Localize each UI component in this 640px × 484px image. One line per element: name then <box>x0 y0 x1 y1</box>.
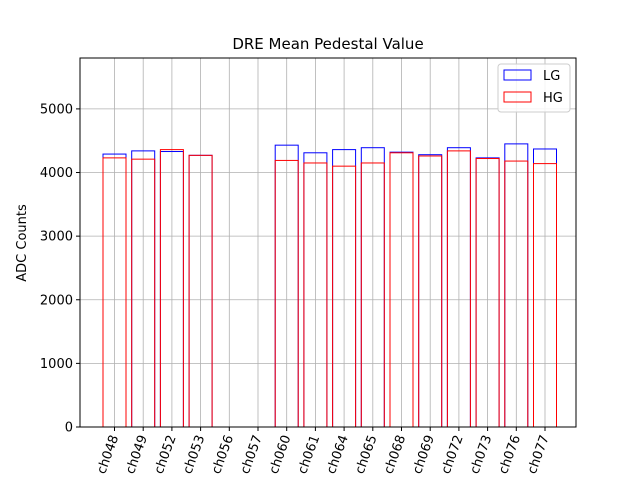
y-tick-label: 2000 <box>40 293 73 308</box>
y-tick-label: 5000 <box>40 102 73 117</box>
y-tick-label: 0 <box>65 421 73 436</box>
grid <box>80 58 576 428</box>
y-tick-label: 4000 <box>40 166 73 181</box>
legend-label-hg: HG <box>543 91 563 106</box>
legend-swatch-hg <box>503 91 532 103</box>
y-axis-label: ADC Counts <box>15 204 30 282</box>
legend-label-lg: LG <box>543 69 560 84</box>
y-tick-label: 3000 <box>40 230 73 245</box>
y-tick-label: 1000 <box>40 357 73 372</box>
legend-swatch-lg <box>503 69 532 81</box>
y-axis: 0 1000 2000 3000 4000 5000 <box>40 102 80 436</box>
chart-title: DRE Mean Pedestal Value <box>232 35 423 53</box>
legend: LG HG <box>497 63 571 113</box>
legend-box <box>497 63 571 113</box>
plot-frame <box>79 57 577 428</box>
